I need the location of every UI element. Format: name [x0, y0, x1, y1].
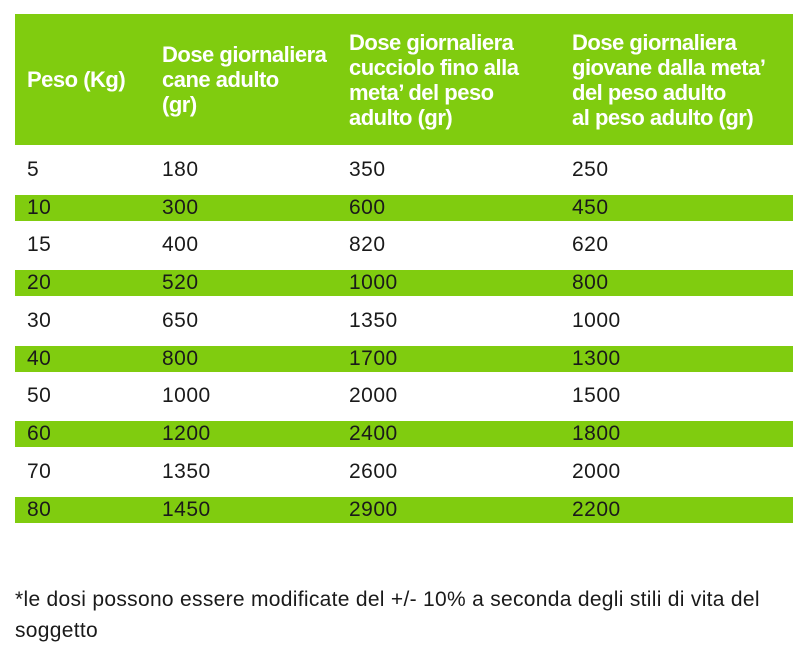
table-row: 50 1000 2000 1500	[15, 378, 793, 416]
cell-adult-dose: 180	[162, 157, 199, 181]
cell-young-dose: 450	[572, 195, 609, 219]
cell-adult-dose: 520	[162, 271, 199, 294]
cell-adult-dose: 400	[162, 233, 199, 257]
cell-young-dose: 620	[572, 233, 609, 257]
table-row: 60 1200 2400 1800	[15, 421, 793, 447]
table-row: 40 800 1700 1300	[15, 345, 793, 372]
cell-weight: 60	[27, 422, 52, 445]
cell-young-dose: 1800	[572, 422, 621, 445]
cell-weight: 50	[27, 384, 52, 408]
table-body: 5 180 350 250 10 300 600 450 15 400 820 620 20 520 100…	[15, 151, 793, 523]
header-young-dose: Dose giornaliera giovane dalla meta’ del…	[572, 29, 766, 130]
cell-puppy-dose: 2000	[349, 384, 398, 408]
table-row: 70 1350 2600 2000	[15, 453, 793, 491]
cell-young-dose: 2000	[572, 459, 621, 483]
cell-young-dose: 1500	[572, 384, 621, 408]
cell-weight: 15	[27, 233, 52, 257]
cell-puppy-dose: 1000	[349, 271, 398, 294]
table-row: 10 300 600 450	[15, 194, 793, 221]
table-row: 80 1450 2900 2200	[15, 496, 793, 523]
header-puppy-dose: Dose giornaliera cucciolo fino alla meta…	[349, 29, 519, 130]
cell-weight: 30	[27, 308, 52, 332]
cell-adult-dose: 800	[162, 346, 199, 370]
cell-weight: 20	[27, 271, 52, 294]
table-header: Peso (Kg) Dose giornaliera cane adulto (…	[15, 14, 793, 145]
header-adult-dose: Dose giornaliera cane adulto (gr)	[162, 42, 327, 117]
cell-puppy-dose: 600	[349, 195, 386, 219]
cell-adult-dose: 1450	[162, 497, 211, 521]
cell-puppy-dose: 350	[349, 157, 386, 181]
cell-weight: 10	[27, 195, 52, 219]
cell-puppy-dose: 2400	[349, 422, 398, 445]
cell-weight: 40	[27, 346, 52, 370]
cell-young-dose: 1300	[572, 346, 621, 370]
table-row: 20 520 1000 800	[15, 270, 793, 296]
dosage-table: Peso (Kg) Dose giornaliera cane adulto (…	[15, 14, 793, 529]
cell-puppy-dose: 2900	[349, 497, 398, 521]
header-weight: Peso (Kg)	[27, 67, 126, 92]
cell-adult-dose: 1350	[162, 459, 211, 483]
cell-young-dose: 800	[572, 271, 609, 294]
table-row: 30 650 1350 1000	[15, 302, 793, 340]
cell-adult-dose: 1000	[162, 384, 211, 408]
table-row: 5 180 350 250	[15, 151, 793, 189]
cell-puppy-dose: 1350	[349, 308, 398, 332]
cell-adult-dose: 300	[162, 195, 199, 219]
cell-puppy-dose: 2600	[349, 459, 398, 483]
cell-adult-dose: 650	[162, 308, 199, 332]
table-row: 15 400 820 620	[15, 227, 793, 265]
cell-young-dose: 2200	[572, 497, 621, 521]
cell-weight: 80	[27, 497, 52, 521]
footnote: *le dosi possono essere modificate del +…	[15, 588, 760, 642]
cell-young-dose: 1000	[572, 308, 621, 332]
cell-weight: 70	[27, 459, 52, 483]
cell-adult-dose: 1200	[162, 422, 211, 445]
cell-puppy-dose: 820	[349, 233, 386, 257]
cell-weight: 5	[27, 157, 40, 181]
cell-puppy-dose: 1700	[349, 346, 398, 370]
cell-young-dose: 250	[572, 157, 609, 181]
